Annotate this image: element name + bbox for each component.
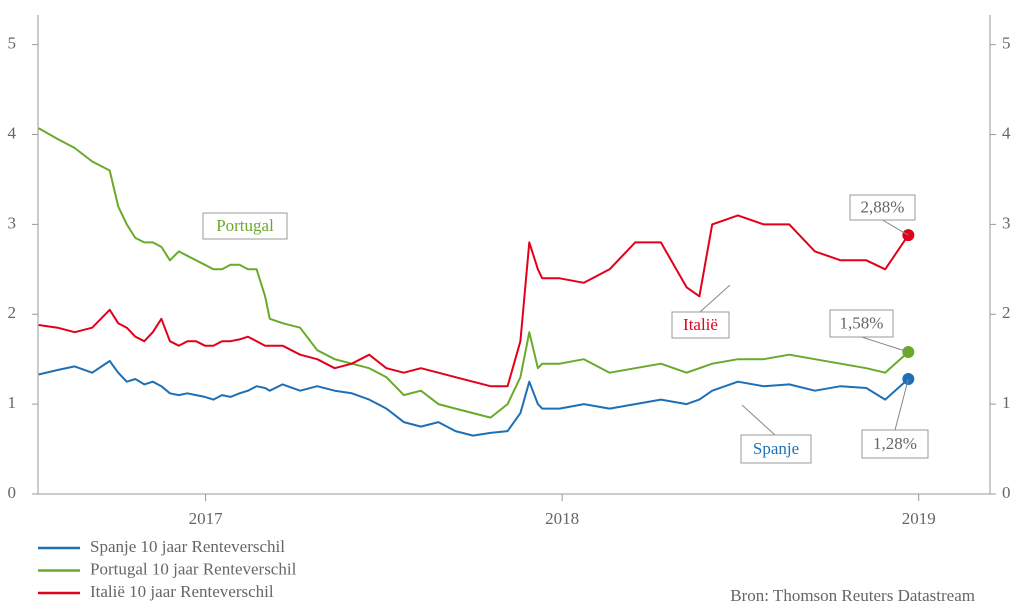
value-label-box <box>861 429 929 459</box>
y-tick-label: 2 <box>8 303 17 322</box>
value-label-box <box>849 194 916 221</box>
annotation-box <box>740 434 812 464</box>
leader <box>894 378 909 431</box>
y-tick-label: 1 <box>8 393 17 412</box>
y2-tick-label: 1 <box>1002 393 1011 412</box>
value-label: 1,58% <box>840 313 884 332</box>
line <box>38 214 910 388</box>
leader <box>882 219 909 236</box>
legend-label: Portugal 10 jaar Renteverschil <box>90 559 297 578</box>
annotation: Italië <box>683 315 718 334</box>
value-label: 1,28% <box>873 434 917 453</box>
x-tick-label: 2018 <box>545 509 579 528</box>
value-label: 2,88% <box>861 197 905 216</box>
y2-tick-label: 4 <box>1002 123 1011 142</box>
y-tick-label: 4 <box>8 123 17 142</box>
x-tick-label: 2019 <box>902 509 936 528</box>
y-tick-label: 5 <box>8 34 17 53</box>
y-tick-label: 0 <box>8 483 17 502</box>
line <box>38 127 909 419</box>
x-tick-label: 2017 <box>189 509 224 528</box>
legend-label: Italië 10 jaar Renteverschil <box>90 582 274 601</box>
source: Bron: Thomson Reuters Datastream <box>730 586 975 603</box>
y2-tick-label: 2 <box>1002 303 1011 322</box>
annotation: Spanje <box>753 439 799 458</box>
annotation: Portugal <box>216 216 274 235</box>
line <box>38 360 909 437</box>
y2-tick-label: 5 <box>1002 34 1011 53</box>
y2-tick-label: 3 <box>1002 213 1011 232</box>
value-label-box <box>829 309 894 338</box>
y-tick-label: 3 <box>8 213 17 232</box>
y2-tick-label: 0 <box>1002 483 1011 502</box>
annotation-box <box>671 311 730 339</box>
annotation-box <box>202 212 288 240</box>
leader <box>699 284 731 313</box>
leader <box>741 404 776 436</box>
legend-label: Spanje 10 jaar Renteverschil <box>90 537 285 556</box>
leader <box>861 336 909 353</box>
